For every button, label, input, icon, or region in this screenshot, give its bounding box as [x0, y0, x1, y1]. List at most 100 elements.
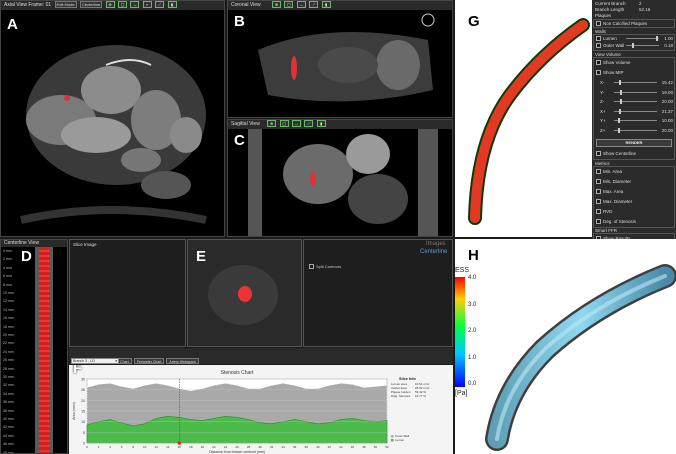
delete-icon[interactable]: ▮: [167, 1, 177, 9]
ess-tick-label: 2.0: [468, 328, 477, 334]
centerline-link[interactable]: Centerline: [420, 249, 448, 255]
sagittal-zoom-icon[interactable]: ⊕: [267, 120, 277, 128]
axial-view-panel[interactable]: Axial View Frame: 01 Edit Mode Centerlin…: [0, 0, 225, 237]
y-tick-label: 25: [81, 388, 85, 392]
show-volume-row[interactable]: Show Volume: [596, 59, 673, 66]
volume-slider-row[interactable]: Y+ 10.00: [600, 117, 673, 124]
volume-slider[interactable]: [614, 89, 657, 95]
volume-slider-row[interactable]: X- 15.42: [600, 79, 673, 86]
volume-slider-knob[interactable]: [619, 108, 622, 114]
volume-slider-knob[interactable]: [620, 99, 623, 104]
metric-checkbox-row[interactable]: Deg. of Stenosis: [596, 218, 673, 225]
sagittal-fit-icon[interactable]: ▢: [279, 120, 289, 128]
show-centerline-row[interactable]: Show Centerline: [596, 150, 673, 157]
plaques-heading: Plaques: [595, 13, 612, 18]
volume-slider-row[interactable]: Z- 20.00: [600, 98, 673, 105]
lumen-opacity-slider[interactable]: [626, 36, 659, 41]
volume-slider-knob[interactable]: [619, 80, 622, 85]
metric-checkbox-row[interactable]: Min. Diameter: [596, 178, 673, 185]
lumen-slider-knob[interactable]: [656, 36, 659, 41]
coronal-fit-icon[interactable]: ▢: [284, 1, 294, 9]
ess-3d-panel[interactable]: ESS 4.0 3.0 2.0 1.0 0.0 [Pa] H: [455, 239, 676, 454]
non-calcified-checkbox[interactable]: Non Calcified Plaques: [596, 20, 673, 27]
x-tick-label: 52: [385, 445, 389, 449]
chart-tab[interactable]: Perimeter Chart: [133, 358, 165, 364]
outer-wall-opacity-slider[interactable]: [626, 43, 659, 48]
volume-slider-row[interactable]: Z+ 20.00: [600, 127, 673, 134]
volume-slider[interactable]: [614, 108, 657, 114]
ruler-tick-label: 34 mm: [3, 391, 14, 396]
lumen-row[interactable]: Lumen 1.00: [596, 35, 673, 42]
measure-icon[interactable]: ⟋: [155, 1, 165, 9]
lumen-value: 1.00: [664, 36, 673, 41]
x-axis-label: Distance from branch centroid (mm): [209, 450, 265, 454]
slice-image-panel[interactable]: Slice Image: [69, 239, 186, 347]
coronal-pan-icon[interactable]: ↔: [296, 1, 306, 9]
outer-wall-row[interactable]: Outer Wall 0.18: [596, 42, 673, 49]
coronal-measure-icon[interactable]: ⟋: [309, 1, 319, 9]
slice-position-handle[interactable]: [177, 441, 182, 445]
coronal-zoom-icon[interactable]: ⊕: [272, 1, 282, 9]
volume-slider-knob[interactable]: [618, 118, 621, 123]
metric-checkbox[interactable]: [596, 199, 601, 205]
volume-slider[interactable]: [614, 127, 657, 133]
slice-info-label: Plaque burden: [391, 390, 411, 394]
window-icon[interactable]: ◐: [142, 1, 152, 9]
zoom-icon[interactable]: ⊕: [105, 1, 115, 9]
centerline-view-panel[interactable]: Centerline View 0 mm 2 mm 4 mm 6 mm 8 mm 10 m…: [0, 239, 68, 454]
centerline-title: Centerline View: [1, 240, 67, 247]
x-tick-label: 38: [305, 445, 309, 449]
pan-icon[interactable]: ↔: [130, 1, 140, 9]
show-centerline-checkbox[interactable]: [596, 151, 601, 157]
show-mip-row[interactable]: Show MIP: [596, 69, 673, 76]
metric-checkbox[interactable]: [596, 179, 601, 185]
fit-icon[interactable]: ▢: [117, 1, 127, 9]
metric-checkbox[interactable]: [596, 209, 601, 215]
sagittal-view-panel[interactable]: Sagittal View ⊕ ▢ ↔ ⟋ ▮ C: [227, 119, 453, 237]
metric-checkbox[interactable]: [596, 189, 601, 195]
slice-cross-section[interactable]: E: [187, 239, 302, 347]
centerline-button[interactable]: Centerline: [79, 1, 103, 9]
ruler-tick-label: 40 mm: [3, 417, 14, 421]
sagittal-delete-icon[interactable]: ▮: [316, 120, 326, 128]
edit-mode-button[interactable]: Edit Mode: [54, 1, 77, 9]
vessel-3d-panel[interactable]: G: [455, 0, 592, 237]
outer-wall-slider-knob[interactable]: [631, 43, 634, 48]
coronal-header: Coronal View ⊕ ▢ ↔ ⟋ ▮: [228, 1, 452, 10]
volume-slider[interactable]: [614, 99, 657, 104]
coronal-delete-icon[interactable]: ▮: [321, 1, 331, 9]
chart-tab[interactable]: Artery Histogram: [166, 358, 199, 364]
show-mip-checkbox[interactable]: [596, 70, 601, 76]
plaques-section: [593, 19, 675, 28]
volume-slider-knob[interactable]: [620, 89, 623, 95]
volume-slider-row[interactable]: X+ 21.37: [600, 108, 673, 115]
checkbox-icon[interactable]: [596, 21, 601, 27]
branch-length-row: Branch Length 52.16: [595, 7, 651, 12]
sagittal-pan-icon[interactable]: ↔: [292, 120, 301, 128]
outer-wall-checkbox[interactable]: [596, 43, 601, 49]
metric-checkbox[interactable]: [596, 219, 601, 225]
metric-checkbox-row[interactable]: Max. Diameter: [596, 198, 673, 205]
metric-checkbox-row[interactable]: RVD: [596, 208, 673, 215]
volume-slider[interactable]: [614, 80, 657, 85]
coronal-view-panel[interactable]: Coronal View ⊕ ▢ ↔ ⟋ ▮ B: [227, 0, 453, 118]
view-volume-section: [593, 57, 675, 160]
label-d: D: [21, 248, 32, 265]
metric-checkbox[interactable]: [596, 169, 601, 175]
volume-slider-row[interactable]: Y- 19.00: [600, 89, 673, 96]
metric-checkbox-row[interactable]: Max. Area: [596, 188, 673, 195]
split-contours-row[interactable]: Split Contours: [309, 264, 341, 270]
show-volume-checkbox[interactable]: [596, 60, 601, 66]
legend-label: Outer Wall: [395, 434, 409, 438]
metric-checkbox-row[interactable]: Min. Area: [596, 168, 673, 175]
lumen-checkbox[interactable]: [596, 36, 601, 42]
volume-slider[interactable]: [614, 118, 657, 123]
label-a: A: [7, 16, 18, 33]
sagittal-measure-icon[interactable]: ⟋: [304, 120, 314, 128]
metric-label: Min. Area: [603, 169, 623, 174]
branch-select[interactable]: Branch 3 - LD ▾: [71, 358, 119, 364]
volume-slider-knob[interactable]: [618, 127, 621, 133]
render-button[interactable]: RENDER: [596, 139, 672, 147]
label-g: G: [468, 13, 480, 30]
split-contours-checkbox[interactable]: [309, 264, 314, 270]
